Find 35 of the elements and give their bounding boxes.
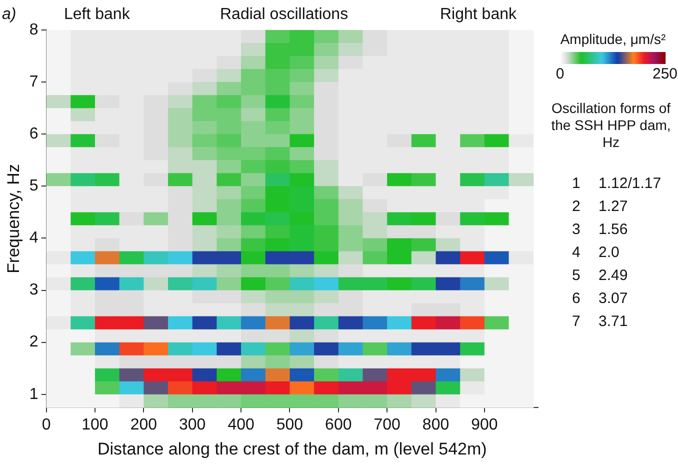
x-tick-label: 100 bbox=[82, 416, 108, 434]
text: Left bank bbox=[64, 6, 130, 24]
text: 7 3.71 bbox=[572, 313, 628, 331]
y-axis-title: Frequency, Hz bbox=[4, 164, 23, 274]
x-axis-title: Distance along the crest of the dam, m (level 542m) bbox=[98, 439, 487, 458]
text: Oscillation forms of the SSH HPP dam, Hz bbox=[550, 100, 672, 151]
x-tick-label: 900 bbox=[471, 416, 498, 434]
text: Radial oscillations bbox=[220, 6, 348, 24]
text: 4 2.0 bbox=[572, 244, 620, 262]
color-bar-label: 250 bbox=[652, 66, 678, 83]
y-tick-label: 2 bbox=[29, 334, 38, 351]
y-tick-label: 5 bbox=[29, 178, 38, 195]
x-tick-label: 400 bbox=[228, 416, 254, 434]
color-bar-title: Amplitude, μm/s² bbox=[559, 30, 667, 48]
y-tick-label: 4 bbox=[29, 230, 38, 247]
color-bar-label: 0 bbox=[556, 66, 564, 83]
text: 3 1.56 bbox=[572, 221, 628, 239]
y-tick-label: 7 bbox=[29, 73, 38, 90]
text: a) bbox=[2, 6, 16, 24]
y-tick-label: 8 bbox=[29, 21, 38, 38]
text: 5 2.49 bbox=[572, 267, 628, 285]
text: 6 3.07 bbox=[572, 290, 628, 308]
x-tick-label: 800 bbox=[422, 416, 450, 434]
text: 2 1.27 bbox=[572, 198, 628, 216]
x-tick-label: 300 bbox=[178, 416, 206, 434]
y-tick-label: 3 bbox=[29, 282, 38, 299]
y-tick-label: 1 bbox=[29, 386, 38, 403]
x-tick-label: 0 bbox=[42, 416, 51, 434]
x-tick-label: 700 bbox=[374, 416, 401, 434]
x-tick-label: 600 bbox=[325, 416, 352, 434]
y-tick-label: 6 bbox=[29, 126, 38, 143]
x-tick-label: 200 bbox=[130, 416, 158, 434]
x-tick-label: 500 bbox=[276, 416, 304, 434]
text: 1 1.12/1.17 bbox=[572, 175, 662, 193]
text: Right bank bbox=[440, 6, 516, 24]
